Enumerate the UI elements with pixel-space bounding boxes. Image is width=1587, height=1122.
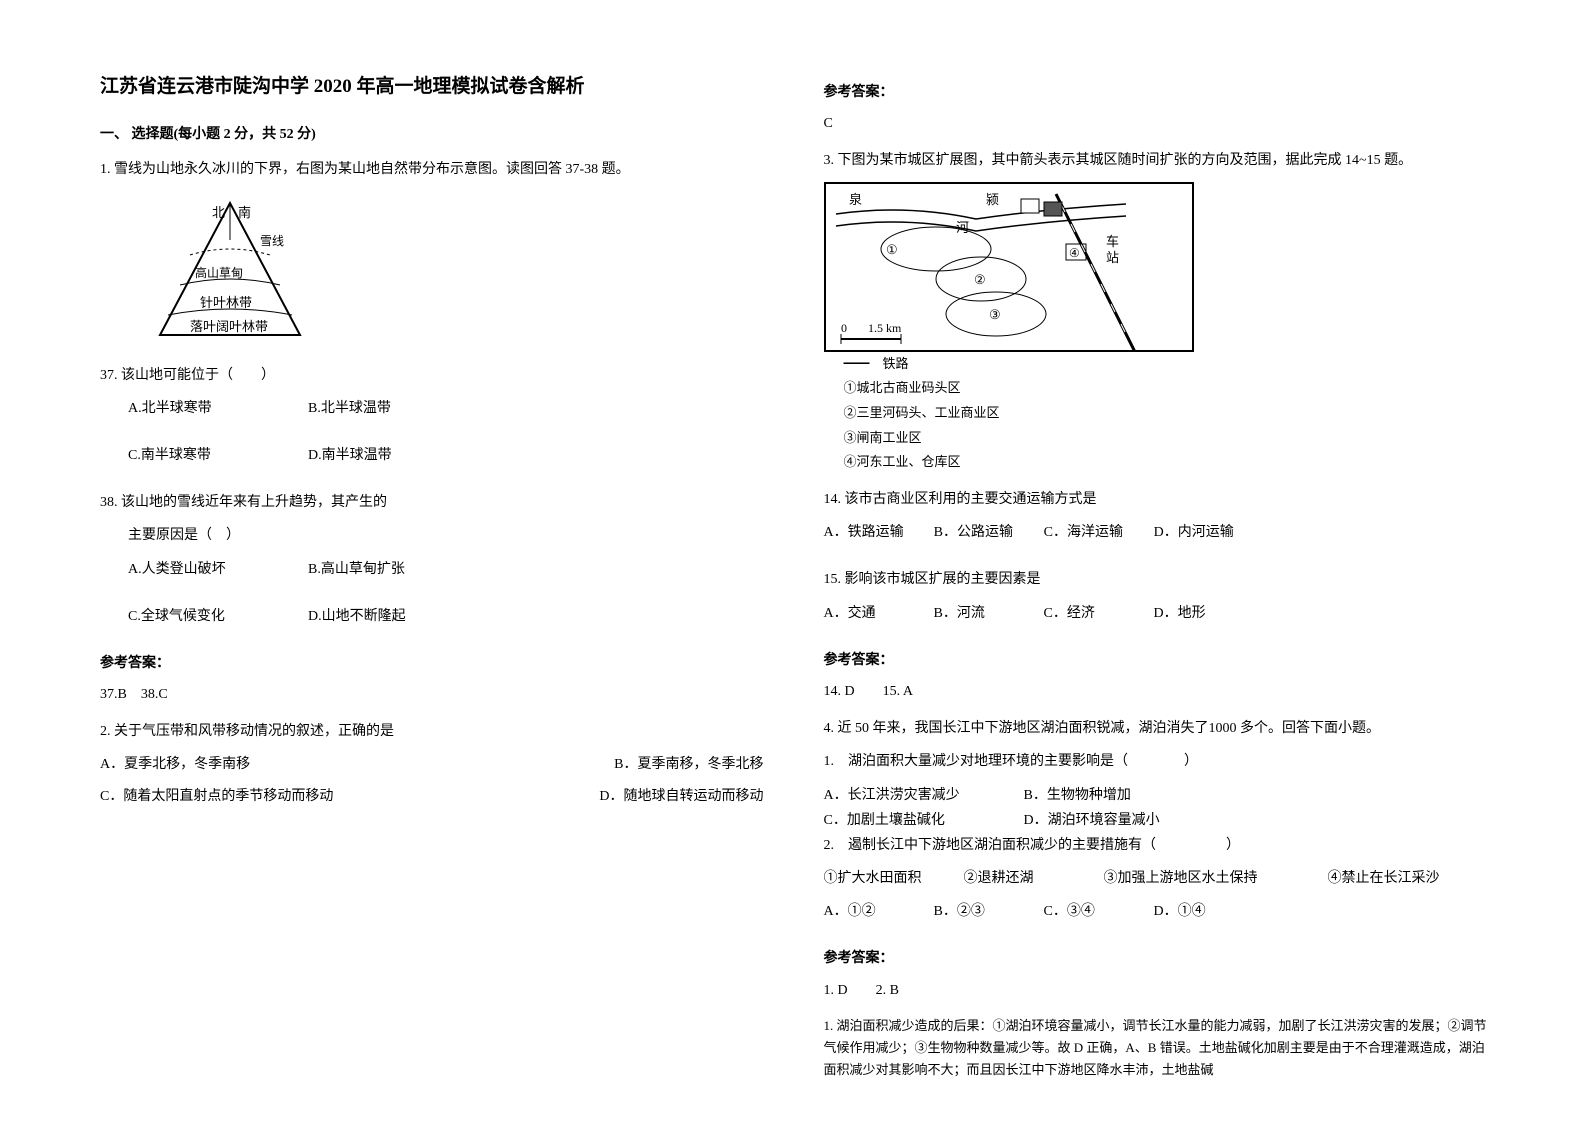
svg-text:河: 河 bbox=[956, 220, 969, 235]
q4-2-opt-a: A．①② bbox=[824, 899, 904, 924]
q4-1-opt-c: C．加剧土壤盐碱化 bbox=[824, 808, 1024, 833]
svg-text:1.5 km: 1.5 km bbox=[868, 321, 902, 335]
svg-text:②: ② bbox=[974, 272, 986, 287]
q15-opt-c: C．经济 bbox=[1044, 601, 1124, 626]
q37-opt-b: B.北半球温带 bbox=[308, 396, 438, 421]
svg-text:高山草甸: 高山草甸 bbox=[195, 265, 243, 280]
q15-opt-d: D．地形 bbox=[1154, 601, 1234, 626]
svg-text:车: 车 bbox=[1106, 234, 1119, 249]
svg-text:南: 南 bbox=[238, 205, 251, 220]
q37-opt-c: C.南半球寒带 bbox=[128, 443, 258, 468]
q37-opt-d: D.南半球温带 bbox=[308, 443, 438, 468]
svg-text:雪线: 雪线 bbox=[260, 234, 284, 248]
svg-text:①: ① bbox=[886, 242, 898, 257]
svg-text:0: 0 bbox=[841, 321, 847, 335]
svg-text:针叶林带: 针叶林带 bbox=[200, 295, 252, 310]
q4-2-text: 2. 遏制长江中下游地区湖泊面积减少的主要措施有（ ） bbox=[824, 833, 1488, 858]
q2-answer-heading: 参考答案： bbox=[824, 80, 1488, 105]
svg-text:落叶阔叶林带: 落叶阔叶林带 bbox=[190, 319, 268, 334]
page-title: 江苏省连云港市陡沟中学 2020 年高一地理模拟试卷含解析 bbox=[100, 70, 764, 104]
q4-answer-heading: 参考答案： bbox=[824, 946, 1488, 971]
q2-opt-c: C．随着太阳直射点的季节移动而移动 bbox=[100, 784, 333, 809]
q38-text: 38. 该山地的雪线近年来有上升趋势，其产生的 bbox=[100, 490, 764, 515]
q4-intro: 4. 近 50 年来，我国长江中下游地区湖泊面积锐减，湖泊消失了1000 多个。… bbox=[824, 716, 1488, 741]
q14-opt-c: C．海洋运输 bbox=[1044, 520, 1124, 545]
q1-intro: 1. 雪线为山地永久冰川的下界，右图为某山地自然带分布示意图。读图回答 37-3… bbox=[100, 157, 764, 182]
q4-1-text: 1. 湖泊面积大量减少对地理环境的主要影响是（ ） bbox=[824, 749, 1488, 774]
q4-explain: 1. 湖泊面积减少造成的后果：①湖泊环境容量减小，调节长江水量的能力减弱，加剧了… bbox=[824, 1015, 1488, 1081]
legend-2: ②三里河码头、工业商业区 bbox=[844, 401, 1000, 426]
city-map-diagram: 泉 颍 河 车 站 ① bbox=[824, 182, 1488, 475]
q4-2-opt-b: B．②③ bbox=[934, 899, 1014, 924]
q4-answer: 1. D 2. B bbox=[824, 978, 1488, 1003]
q3-answer-heading: 参考答案： bbox=[824, 648, 1488, 673]
q37-text: 37. 该山地可能位于（ ） bbox=[100, 363, 764, 388]
q2-opt-d: D．随地球自转运动而移动 bbox=[599, 784, 763, 809]
q2-intro: 2. 关于气压带和风带移动情况的叙述，正确的是 bbox=[100, 719, 764, 744]
q4-2-items: ①扩大水田面积 ②退耕还湖 ③加强上游地区水土保持 ④禁止在长江采沙 bbox=[824, 866, 1488, 891]
q14-opt-d: D．内河运输 bbox=[1154, 520, 1234, 545]
q1-answer-heading: 参考答案： bbox=[100, 651, 764, 676]
q14-opt-b: B．公路运输 bbox=[934, 520, 1014, 545]
q4-1-opt-a: A．长江洪涝灾害减少 bbox=[824, 783, 1024, 808]
legend-railway: ━━ 铁路 bbox=[844, 352, 1000, 377]
q38-opt-a: A.人类登山破坏 bbox=[128, 557, 258, 582]
q15-text: 15. 影响该市城区扩展的主要因素是 bbox=[824, 567, 1488, 592]
q14-opt-a: A．铁路运输 bbox=[824, 520, 904, 545]
q38-opt-c: C.全球气候变化 bbox=[128, 604, 258, 629]
svg-text:站: 站 bbox=[1106, 250, 1119, 265]
q38-opt-b: B.高山草甸扩张 bbox=[308, 557, 438, 582]
q15-opt-b: B．河流 bbox=[934, 601, 1014, 626]
svg-text:北: 北 bbox=[212, 205, 225, 220]
svg-text:④: ④ bbox=[1069, 246, 1080, 260]
q4-2-opt-c: C．③④ bbox=[1044, 899, 1124, 924]
q14-text: 14. 该市古商业区利用的主要交通运输方式是 bbox=[824, 487, 1488, 512]
q2-answer: C bbox=[824, 111, 1488, 136]
svg-text:③: ③ bbox=[989, 307, 1001, 322]
q3-intro: 3. 下图为某市城区扩展图，其中箭头表示其城区随时间扩张的方向及范围，据此完成 … bbox=[824, 148, 1488, 173]
legend-3: ③闸南工业区 bbox=[844, 426, 1000, 451]
svg-text:颍: 颍 bbox=[986, 192, 999, 207]
legend-4: ④河东工业、仓库区 bbox=[844, 450, 1000, 475]
q2-opt-a: A．夏季北移，冬季南移 bbox=[100, 752, 250, 777]
q4-2-opt-d: D．①④ bbox=[1154, 899, 1234, 924]
section-heading: 一、 选择题(每小题 2 分，共 52 分) bbox=[100, 122, 764, 147]
q38-opt-d: D.山地不断隆起 bbox=[308, 604, 438, 629]
q15-opt-a: A．交通 bbox=[824, 601, 904, 626]
q2-opt-b: B．夏季南移，冬季北移 bbox=[614, 752, 763, 777]
legend-1: ①城北古商业码头区 bbox=[844, 376, 1000, 401]
q4-1-opt-b: B．生物物种增加 bbox=[1024, 783, 1131, 808]
q3-answer: 14. D 15. A bbox=[824, 679, 1488, 704]
q4-1-opt-d: D．湖泊环境容量减小 bbox=[1024, 808, 1160, 833]
svg-text:泉: 泉 bbox=[849, 192, 862, 207]
q37-opt-a: A.北半球寒带 bbox=[128, 396, 258, 421]
mountain-diagram: 北 南 雪线 高山草甸 针叶林带 落叶阔叶林带 bbox=[140, 195, 764, 345]
q1-answer: 37.B 38.C bbox=[100, 682, 764, 707]
q38-text-b: 主要原因是（ ） bbox=[100, 523, 764, 548]
